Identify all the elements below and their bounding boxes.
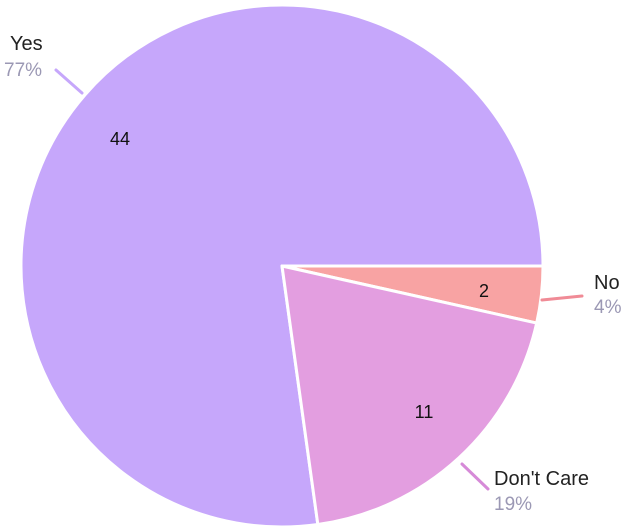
leader-line-no xyxy=(540,294,584,302)
slice-percent-yes: 77% xyxy=(4,60,42,81)
slice-value-no: 2 xyxy=(479,281,489,301)
slice-percent-no: 4% xyxy=(594,297,622,318)
slice-label-no: No xyxy=(594,272,620,294)
slice-value-yes: 44 xyxy=(110,129,130,149)
leader-line-yes xyxy=(54,68,84,95)
pie-slice-don-t-care[interactable] xyxy=(280,264,539,527)
slice-percent-don-t-care: 19% xyxy=(494,494,532,515)
leader-line-don-t-care xyxy=(460,462,490,491)
slice-label-yes: Yes xyxy=(10,33,43,55)
slice-label-don-t-care: Don't Care xyxy=(494,468,589,490)
slice-value-don-t-care: 11 xyxy=(415,402,434,422)
